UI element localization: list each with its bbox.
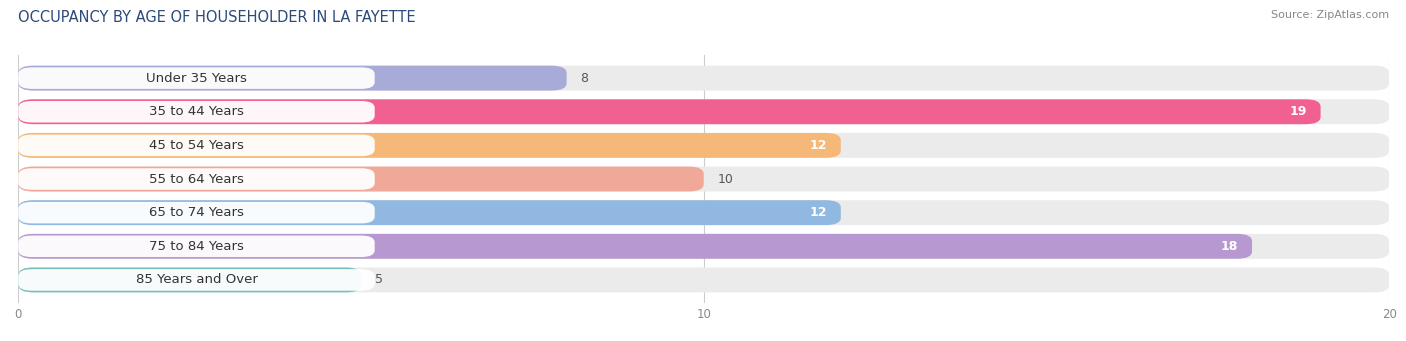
Text: 8: 8 (581, 72, 588, 85)
FancyBboxPatch shape (18, 67, 375, 89)
Text: Under 35 Years: Under 35 Years (146, 72, 247, 85)
Text: 65 to 74 Years: 65 to 74 Years (149, 206, 243, 219)
FancyBboxPatch shape (18, 167, 704, 192)
FancyBboxPatch shape (18, 168, 375, 190)
Text: 12: 12 (810, 206, 827, 219)
Text: 55 to 64 Years: 55 to 64 Years (149, 173, 243, 186)
Text: 19: 19 (1289, 105, 1308, 118)
FancyBboxPatch shape (18, 234, 1253, 259)
Text: 12: 12 (810, 139, 827, 152)
FancyBboxPatch shape (18, 133, 841, 158)
Text: 85 Years and Over: 85 Years and Over (135, 273, 257, 286)
FancyBboxPatch shape (18, 269, 375, 291)
FancyBboxPatch shape (18, 200, 841, 225)
Text: 75 to 84 Years: 75 to 84 Years (149, 240, 243, 253)
FancyBboxPatch shape (18, 101, 375, 122)
Text: 18: 18 (1220, 240, 1239, 253)
FancyBboxPatch shape (18, 133, 1389, 158)
FancyBboxPatch shape (18, 267, 1389, 292)
Text: 5: 5 (375, 273, 382, 286)
Text: Source: ZipAtlas.com: Source: ZipAtlas.com (1271, 10, 1389, 20)
Text: 45 to 54 Years: 45 to 54 Years (149, 139, 243, 152)
FancyBboxPatch shape (18, 202, 375, 223)
FancyBboxPatch shape (18, 200, 1389, 225)
FancyBboxPatch shape (18, 135, 375, 156)
Text: 10: 10 (717, 173, 734, 186)
FancyBboxPatch shape (18, 236, 375, 257)
Text: OCCUPANCY BY AGE OF HOUSEHOLDER IN LA FAYETTE: OCCUPANCY BY AGE OF HOUSEHOLDER IN LA FA… (18, 10, 416, 25)
FancyBboxPatch shape (18, 267, 361, 292)
FancyBboxPatch shape (18, 99, 1320, 124)
FancyBboxPatch shape (18, 66, 1389, 91)
FancyBboxPatch shape (18, 99, 1389, 124)
Text: 35 to 44 Years: 35 to 44 Years (149, 105, 243, 118)
FancyBboxPatch shape (18, 234, 1389, 259)
FancyBboxPatch shape (18, 167, 1389, 192)
FancyBboxPatch shape (18, 66, 567, 91)
